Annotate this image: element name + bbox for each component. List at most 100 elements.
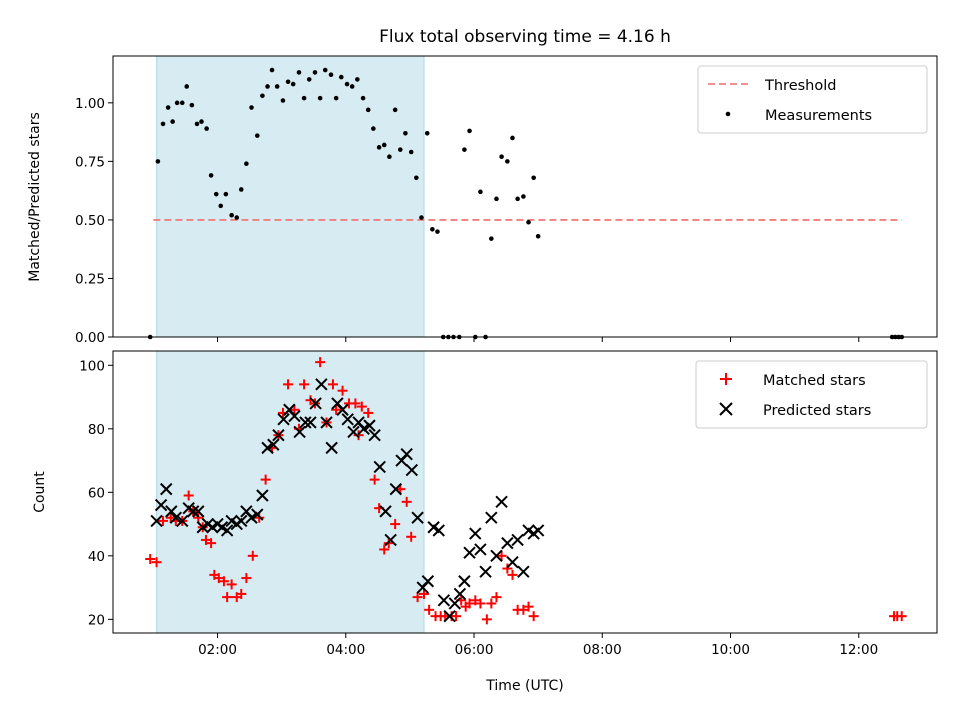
- measurement-point: [338, 74, 344, 80]
- matched-star-point: [206, 538, 217, 549]
- predicted-star-point: [463, 546, 476, 559]
- measurement-point: [204, 126, 209, 131]
- measurement-point: [467, 128, 472, 134]
- measurement-point: [489, 236, 494, 241]
- measurement-point: [265, 84, 270, 89]
- predicted-star-point: [256, 489, 269, 502]
- measurement-point: [419, 215, 424, 220]
- measurement-point: [387, 154, 392, 159]
- measurement-point: [234, 215, 240, 220]
- y-tick-label: 20: [88, 612, 105, 628]
- measurement-point: [174, 100, 180, 106]
- measurement-point: [296, 70, 302, 75]
- matched-star-point: [390, 519, 401, 530]
- legend-measurements-label: Measurements: [765, 108, 872, 124]
- measurement-point: [526, 219, 531, 225]
- predicted-star-point: [192, 505, 205, 518]
- measurement-point: [435, 229, 440, 234]
- matched-star-point: [502, 563, 513, 574]
- matched-star-point: [464, 598, 475, 609]
- measurement-point: [408, 149, 414, 155]
- predicted-star-point: [235, 514, 248, 528]
- predicted-star-point: [186, 505, 200, 518]
- matched-star-point: [424, 604, 435, 615]
- count-y-axis-label: Count: [32, 471, 48, 513]
- matched-star-point: [315, 357, 326, 368]
- x-tick-label: 10:00: [711, 642, 750, 658]
- matched-star-point: [356, 401, 367, 412]
- matched-star-point: [226, 579, 237, 590]
- measurement-point: [254, 133, 260, 138]
- chart-title: Flux total observing time = 4.16 h: [379, 27, 671, 47]
- count-legend: Matched stars Predicted stars: [695, 360, 928, 429]
- matched-star-point: [369, 474, 380, 485]
- y-tick-label: 100: [79, 358, 105, 374]
- ratio-y-ticks: 0.00 0.25 0.50 0.75 1.00: [75, 96, 113, 346]
- x-axis-label: Time (UTC): [485, 678, 563, 694]
- measurement-point: [392, 107, 398, 113]
- measurement-point: [208, 173, 214, 178]
- y-tick-label: 1.00: [75, 96, 105, 112]
- measurement-point: [285, 79, 291, 85]
- y-tick-label: 40: [88, 549, 105, 565]
- measurement-point: [155, 159, 161, 164]
- predicted-star-point: [421, 575, 435, 588]
- count-legend-box: [695, 360, 928, 429]
- predicted-star-point: [277, 413, 290, 426]
- measurement-point: [317, 95, 323, 101]
- predicted-star-point: [261, 441, 274, 455]
- measurement-point: [360, 95, 366, 101]
- measurement-point: [213, 191, 219, 197]
- measurement-point: [223, 191, 229, 197]
- matched-star-point: [507, 569, 518, 580]
- predicted-star-point: [490, 549, 503, 563]
- matched-star-point: [486, 598, 497, 609]
- predicted-star-point: [495, 495, 508, 509]
- matched-star-point: [518, 604, 529, 615]
- measurement-point: [430, 226, 435, 232]
- measurement-point: [535, 234, 541, 239]
- predicted-star-point: [150, 514, 163, 528]
- matched-star-point: [236, 588, 247, 599]
- predicted-star-point: [448, 597, 461, 610]
- ratio-panel: 0.00 0.25 0.50 0.75 1.00 Matched/Predicted s…: [27, 55, 938, 346]
- matched-star-point: [213, 573, 224, 584]
- measurement-point: [189, 102, 195, 108]
- ratio-legend: Threshold Measurements: [697, 65, 928, 134]
- measurement-point: [381, 142, 387, 148]
- predicted-star-point: [315, 378, 328, 391]
- predicted-star-point: [373, 460, 386, 474]
- measurement-point: [365, 107, 371, 113]
- predicted-star-point: [368, 428, 381, 442]
- measurement-point: [244, 161, 249, 167]
- predicted-star-point: [336, 403, 349, 416]
- legend-matched-label: Matched stars: [763, 373, 866, 389]
- predicted-star-point: [479, 565, 492, 578]
- measurement-point: [355, 77, 360, 82]
- predicted-star-point: [400, 448, 413, 461]
- y-tick-label: 60: [88, 485, 105, 501]
- predicted-star-point: [341, 413, 354, 426]
- predicted-star-point: [501, 536, 514, 550]
- predicted-star-point: [379, 505, 392, 518]
- measurement-point: [280, 98, 286, 103]
- y-tick-label: 0.00: [75, 330, 105, 346]
- measurement-point: [260, 93, 265, 99]
- measurement-point: [312, 70, 318, 75]
- predicted-star-point: [437, 594, 451, 607]
- x-tick-label: 06:00: [455, 642, 494, 658]
- predicted-star-point: [272, 428, 285, 442]
- matched-star-point: [260, 474, 271, 485]
- measurement-point: [184, 84, 190, 89]
- matched-star-point: [327, 379, 338, 390]
- predicted-star-point: [469, 527, 482, 540]
- matched-star-point: [218, 576, 229, 587]
- predicted-star-point: [325, 441, 338, 455]
- measurement-point: [165, 105, 171, 110]
- measurement-point: [238, 187, 244, 192]
- legend-threshold-label: Threshold: [764, 78, 836, 94]
- measurement-point: [521, 194, 526, 199]
- matched-star-point: [299, 379, 310, 390]
- predicted-star-point: [245, 511, 258, 524]
